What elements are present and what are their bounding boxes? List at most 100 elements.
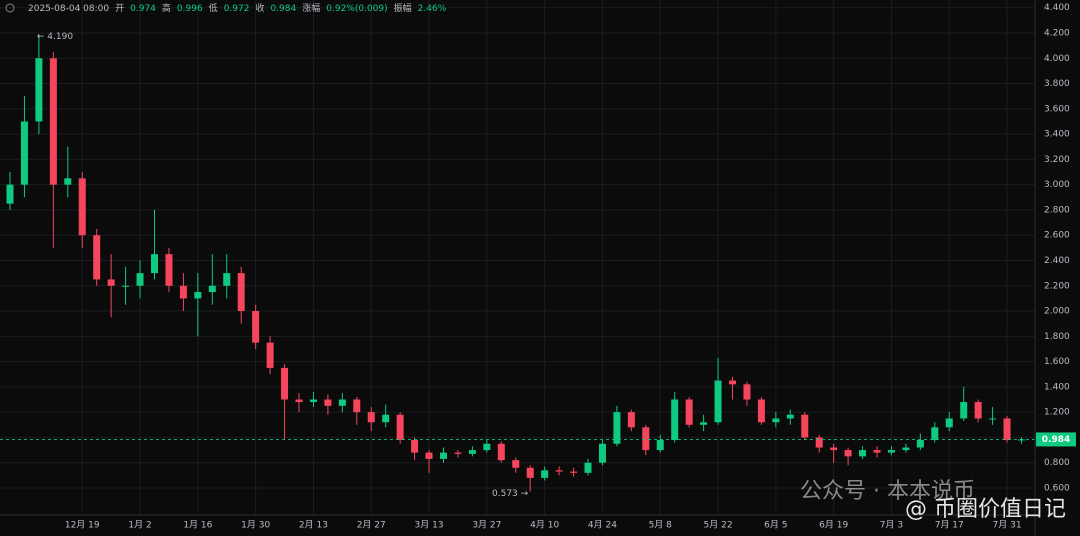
candle-body bbox=[555, 470, 563, 472]
grid bbox=[0, 0, 1035, 515]
candle-body bbox=[425, 452, 433, 459]
x-tick-label: 1月 30 bbox=[241, 520, 270, 531]
candle-body bbox=[541, 470, 549, 478]
y-tick-label: 2.200 bbox=[1044, 281, 1070, 291]
header-text: 2.46% bbox=[418, 4, 447, 14]
y-tick-label: 3.800 bbox=[1044, 79, 1070, 89]
header-text: 振幅 bbox=[394, 2, 412, 14]
candle-body bbox=[844, 450, 852, 457]
x-tick-label: 6月 5 bbox=[764, 520, 787, 531]
candle-body bbox=[945, 418, 953, 428]
x-tick-label: 2月 27 bbox=[357, 520, 386, 531]
x-tick-label: 3月 13 bbox=[415, 520, 444, 531]
y-tick-label: 4.200 bbox=[1044, 28, 1070, 38]
header-text: 2025-08-04 08:00 bbox=[28, 4, 109, 14]
candle-body bbox=[324, 399, 332, 406]
x-tick-label: 7月 3 bbox=[880, 520, 903, 531]
candle-body bbox=[468, 450, 476, 454]
x-tick-label: 1月 2 bbox=[128, 520, 151, 531]
y-tick-label: 1.800 bbox=[1044, 332, 1070, 342]
candle-body bbox=[367, 412, 375, 423]
x-tick-label: 4月 10 bbox=[530, 520, 559, 531]
candle-body bbox=[179, 285, 187, 299]
candle-body bbox=[729, 380, 736, 385]
candle-body bbox=[497, 443, 505, 461]
x-tick-label: 6月 19 bbox=[819, 520, 848, 531]
header-text: 0.984 bbox=[270, 4, 296, 14]
candle-body bbox=[613, 412, 621, 444]
y-tick-label: 4.400 bbox=[1044, 3, 1070, 13]
candle-body bbox=[902, 447, 910, 451]
candle-body bbox=[627, 412, 635, 428]
y-tick-label: 1.400 bbox=[1044, 382, 1070, 392]
candle-body bbox=[671, 399, 679, 440]
y-tick-label: 0.800 bbox=[1044, 458, 1070, 468]
candle-body bbox=[873, 450, 881, 453]
x-tick-label: 3月 27 bbox=[472, 520, 501, 531]
candle-body bbox=[338, 399, 346, 406]
candle-body bbox=[989, 418, 997, 420]
candle-body bbox=[887, 450, 895, 453]
candle-body bbox=[757, 399, 765, 423]
x-tick-label: 7月 17 bbox=[935, 520, 964, 531]
x-tick-label: 12月 19 bbox=[65, 520, 100, 531]
header-text: 0.972 bbox=[224, 4, 250, 14]
y-tick-label: 3.600 bbox=[1044, 104, 1070, 114]
candle-body bbox=[281, 367, 289, 400]
candle-body bbox=[859, 450, 867, 457]
y-tick-label: 0.600 bbox=[1044, 483, 1070, 493]
candle-body bbox=[35, 58, 43, 122]
last-price-label: 0.984 bbox=[1042, 435, 1070, 445]
min-annotation: 0.573 → bbox=[492, 489, 529, 499]
candle-body bbox=[656, 439, 664, 451]
candle-body bbox=[295, 399, 303, 403]
candle-body bbox=[122, 285, 130, 287]
candle-body bbox=[916, 439, 924, 448]
candle-body bbox=[382, 414, 390, 423]
candle-body bbox=[931, 427, 939, 440]
header-text: 0.92%(0.009) bbox=[326, 4, 387, 14]
candle-body bbox=[440, 452, 447, 459]
candle-body bbox=[165, 254, 173, 286]
header-text: 0.974 bbox=[130, 4, 156, 14]
y-tick-label: 2.600 bbox=[1044, 231, 1070, 241]
y-tick-label: 2.800 bbox=[1044, 205, 1070, 215]
candle-body bbox=[526, 467, 534, 478]
candle-body bbox=[6, 184, 14, 204]
candle-body bbox=[107, 279, 115, 286]
candle-body bbox=[786, 414, 794, 419]
candle-body bbox=[1018, 439, 1025, 441]
candle-body bbox=[801, 414, 809, 438]
y-tick-label: 4.000 bbox=[1044, 54, 1070, 64]
candle-body bbox=[714, 380, 722, 423]
header-text: 0.996 bbox=[177, 4, 203, 14]
x-tick-label: 2月 13 bbox=[299, 520, 328, 531]
candle-body bbox=[483, 443, 491, 451]
candle-body bbox=[960, 402, 968, 419]
y-tick-label: 1.600 bbox=[1044, 357, 1070, 367]
candle-body bbox=[49, 58, 57, 185]
last-price-tag bbox=[1036, 432, 1076, 447]
candle-body bbox=[974, 402, 982, 419]
x-tick-label: 4月 24 bbox=[588, 520, 617, 531]
x-tick-label: 5月 8 bbox=[649, 520, 673, 531]
candle-body bbox=[93, 235, 101, 280]
candle-body bbox=[411, 439, 419, 453]
candle-body bbox=[309, 399, 317, 403]
candle-body bbox=[78, 178, 86, 236]
y-tick-label: 3.000 bbox=[1044, 180, 1070, 190]
max-annotation: ← 4.190 bbox=[37, 32, 73, 42]
x-tick-label: 1月 16 bbox=[183, 520, 212, 531]
candle-body bbox=[598, 443, 606, 463]
candle-body bbox=[1003, 418, 1011, 440]
candle-body bbox=[151, 254, 158, 274]
x-tick-label: 7月 31 bbox=[993, 520, 1022, 531]
candle-body bbox=[570, 471, 578, 473]
x-tick-label: 5月 22 bbox=[704, 520, 733, 531]
candle-body bbox=[700, 422, 708, 425]
y-tick-label: 2.000 bbox=[1044, 307, 1070, 317]
candle-body bbox=[512, 460, 520, 468]
candle-body bbox=[223, 273, 231, 286]
header-text: 涨幅 bbox=[302, 2, 320, 14]
